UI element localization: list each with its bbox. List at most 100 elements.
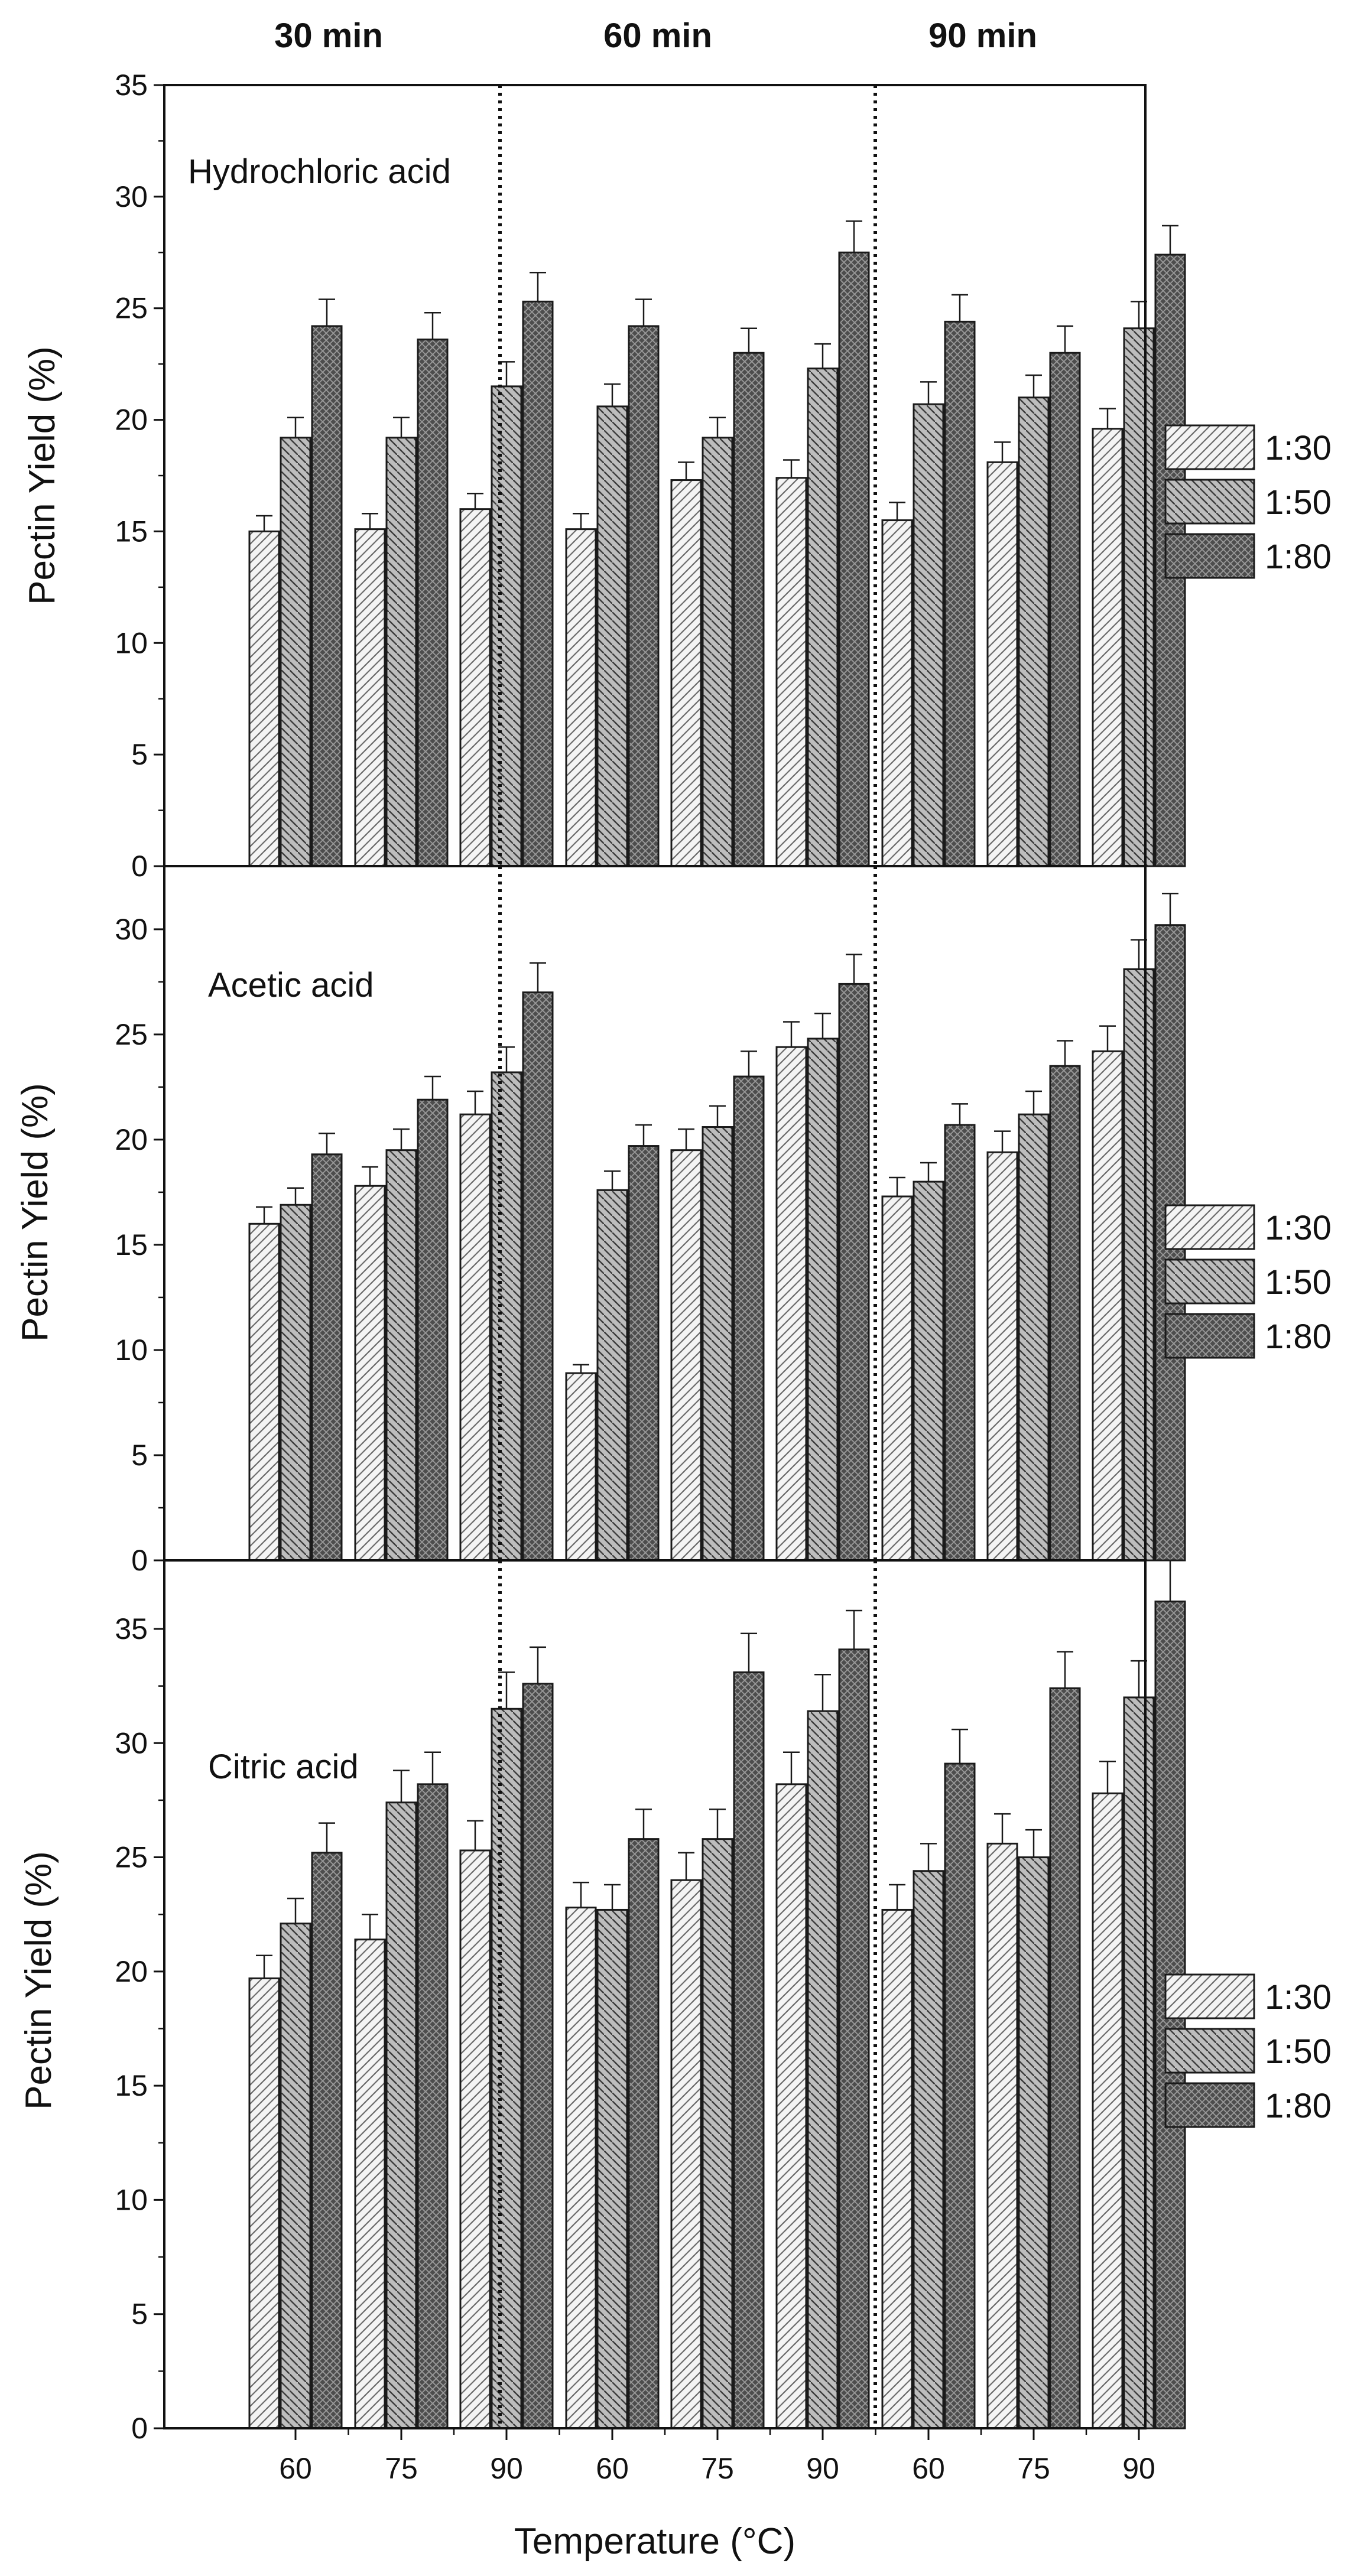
panel-2-bar-1-80-group-7 — [944, 1124, 976, 1562]
panel-1-errorbar-1-50-group-1 — [287, 417, 304, 438]
panel-3-bar-1-50-group-6 — [807, 1710, 839, 2429]
legend-2-label-1-30: 1:30 — [1265, 1209, 1332, 1247]
panel-1-bar-1-80-group-4 — [628, 325, 660, 867]
panel-1-errorbar-1-30-group-5 — [678, 461, 694, 480]
panel-1-y-tick-label-7: 30 — [115, 180, 148, 213]
panel-3-tick-layer: 0 5 10 15 20 25 30 35 — [115, 1612, 164, 2445]
panel-3-errorbar-1-80-group-2 — [424, 1751, 441, 1784]
panel-3-errorbar-1-80-group-5 — [741, 1632, 757, 1673]
panel-1-bar-1-80-group-8 — [1049, 352, 1081, 867]
panel-3-errorbar-1-30-group-7 — [889, 1884, 905, 1910]
panel-2-bar-1-30-group-2 — [354, 1185, 386, 1562]
panel-2-errorbar-1-50-group-3 — [498, 1046, 515, 1072]
panel-1-bar-1-80-group-1 — [311, 325, 343, 867]
panel-3-bar-1-50-group-7 — [913, 1870, 944, 2429]
panel-3-bar-1-30-group-4 — [565, 1907, 597, 2429]
panel-2-bar-1-80-group-3 — [522, 991, 554, 1562]
panel-3-frame — [163, 1559, 1147, 2429]
panel-1-errorbar-1-30-group-9 — [1099, 408, 1116, 429]
panel-2-errorbar-1-50-group-1 — [287, 1187, 304, 1205]
legend-3-swatch-1-80 — [1164, 2082, 1255, 2128]
panel-3-bar-1-30-group-7 — [881, 1908, 913, 2429]
panel-2-errorbar-1-80-group-9 — [1162, 893, 1178, 925]
panel-hydrochloric-acid: 0 5 10 15 20 25 30 35 Hydrochloric acid Pectin … — [22, 69, 1186, 883]
panel-2-errorbar-1-80-group-3 — [530, 962, 546, 993]
legend-2-swatch-1-80 — [1164, 1313, 1255, 1359]
panel-1-errorbar-1-30-group-6 — [783, 459, 800, 478]
panel-1-errorbar-1-30-group-2 — [362, 512, 378, 529]
panel-2-errorbar-1-50-group-5 — [709, 1105, 726, 1127]
panel-1-bar-layer — [248, 220, 1186, 867]
panel-3-errorbar-1-30-group-5 — [678, 1852, 694, 1881]
legend-2-label-1-80: 1:80 — [1265, 1318, 1332, 1356]
panel-3-errorbar-1-50-group-5 — [709, 1809, 726, 1839]
panel-2-bar-1-30-group-7 — [881, 1195, 913, 1562]
panel-3-bar-1-50-group-3 — [491, 1707, 522, 2429]
panel-1-errorbar-1-50-group-7 — [920, 381, 937, 405]
panel-3-y-tick-label-7: 30 — [115, 1726, 148, 1759]
panel-1-errorbar-1-30-group-7 — [889, 502, 905, 521]
legend-2-label-1-50: 1:50 — [1265, 1263, 1332, 1302]
legend-3-label-1-80: 1:80 — [1265, 2087, 1332, 2125]
panel-1-bar-1-80-group-2 — [417, 339, 449, 867]
panel-1-bar-1-30-group-3 — [459, 508, 491, 867]
panel-3-bar-1-80-group-6 — [838, 1648, 870, 2429]
panel-2-bar-1-50-group-8 — [1018, 1113, 1050, 1562]
legend-panel-1: 1:30 1:50 1:80 — [1164, 424, 1332, 579]
panel-3-bar-1-50-group-1 — [280, 1923, 311, 2429]
panel-1-errorbar-1-50-group-3 — [498, 361, 515, 386]
panel-3-bar-1-80-group-3 — [522, 1683, 554, 2429]
legend-panel-3: 1:30 1:50 1:80 — [1164, 1973, 1332, 2128]
panel-2-errorbar-1-30-group-1 — [256, 1206, 272, 1224]
panel-2-bar-1-50-group-7 — [913, 1180, 944, 1562]
panel-2-errorbar-1-50-group-6 — [814, 1012, 831, 1039]
legend-1-swatch-1-50 — [1164, 479, 1255, 525]
panel-2-bar-1-50-group-5 — [702, 1126, 733, 1562]
legend-1-swatch-1-30 — [1164, 424, 1255, 470]
panel-citric-acid: 0 5 10 15 20 25 30 35 Citric acid Pectin Yield … — [18, 1559, 1186, 2445]
panel-1-errorbar-1-80-group-9 — [1162, 225, 1178, 255]
panel-3-bar-1-30-group-6 — [775, 1783, 807, 2429]
panel-3-bar-layer — [248, 1559, 1186, 2429]
legend-1-swatch-1-80 — [1164, 533, 1255, 579]
panel-1-bar-1-50-group-1 — [280, 437, 311, 867]
panel-2-errorbar-1-30-group-4 — [573, 1364, 589, 1374]
panel-1-bar-1-30-group-1 — [248, 530, 280, 867]
panel-1-bar-1-50-group-6 — [807, 367, 839, 867]
panel-1-errorbar-1-50-group-2 — [393, 417, 410, 438]
panel-3-y-tick-label-6: 25 — [115, 1841, 148, 1874]
panel-3-bar-1-30-group-3 — [459, 1849, 491, 2429]
panel-3-y-axis-label: Pectin Yield (%) — [18, 1851, 59, 2110]
panel-3-bar-1-50-group-5 — [702, 1838, 733, 2429]
legend-2-swatch-1-30 — [1164, 1204, 1255, 1250]
panel-3-bar-1-50-group-8 — [1018, 1856, 1050, 2429]
panel-1-bar-1-50-group-9 — [1123, 327, 1155, 867]
panel-2-y-tick-label-7: 30 — [115, 913, 148, 946]
panel-3-bar-1-30-group-8 — [986, 1842, 1018, 2429]
panel-1-bar-1-30-group-4 — [565, 528, 597, 867]
panel-3-errorbar-1-30-group-1 — [256, 1954, 272, 1979]
panel-3-errorbar-1-80-group-6 — [846, 1609, 862, 1650]
panel-1-y-tick-label-4: 15 — [115, 515, 148, 548]
panel-3-errorbar-1-50-group-4 — [604, 1884, 621, 1910]
panel-2-bar-1-50-group-6 — [807, 1037, 839, 1562]
panel-1-errorbar-1-80-group-5 — [741, 327, 757, 353]
panel-1-errorbar-1-80-group-3 — [530, 272, 546, 302]
panel-2-y-tick-label-1: 0 — [131, 1544, 148, 1577]
panel-1-y-tick-label-8: 35 — [115, 69, 148, 102]
panel-1-bar-1-30-group-2 — [354, 528, 386, 867]
panel-1-bar-1-80-group-3 — [522, 300, 554, 867]
panel-2-bar-1-30-group-8 — [986, 1151, 1018, 1562]
panel-2-bar-1-50-group-3 — [491, 1071, 522, 1562]
panel-3-errorbar-1-30-group-4 — [573, 1881, 589, 1908]
panel-1-bar-1-50-group-5 — [702, 437, 733, 867]
panel-1-errorbar-1-50-group-8 — [1025, 374, 1042, 398]
panel-3-bar-1-50-group-2 — [385, 1801, 417, 2429]
panel-2-bar-1-30-group-9 — [1092, 1050, 1124, 1562]
panel-3-errorbar-1-50-group-8 — [1025, 1829, 1042, 1858]
panel-3-errorbar-1-80-group-1 — [319, 1822, 335, 1853]
panel-1-y-tick-label-3: 10 — [115, 626, 148, 659]
panel-3-y-tick-label-2: 5 — [131, 2298, 148, 2331]
panel-1-bar-1-30-group-9 — [1092, 428, 1124, 867]
panel-3-errorbar-1-30-group-6 — [783, 1751, 800, 1784]
